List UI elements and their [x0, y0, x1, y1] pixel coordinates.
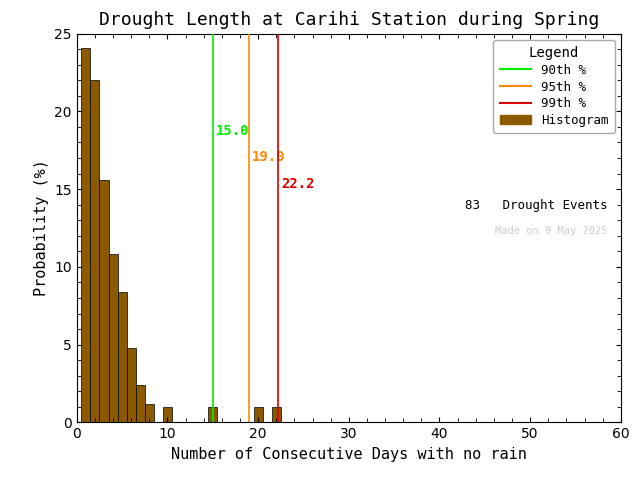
- Bar: [253, 407, 262, 422]
- Bar: [81, 48, 90, 422]
- Text: 22.2: 22.2: [281, 177, 314, 191]
- Legend: 90th %, 95th %, 99th %, Histogram: 90th %, 95th %, 99th %, Histogram: [493, 40, 614, 133]
- Bar: [127, 348, 136, 422]
- Text: 15.0: 15.0: [216, 124, 249, 138]
- Bar: [118, 292, 127, 422]
- Bar: [272, 407, 281, 422]
- Text: 83   Drought Events: 83 Drought Events: [465, 199, 607, 212]
- Text: Made on 9 May 2025: Made on 9 May 2025: [495, 226, 607, 236]
- Bar: [109, 254, 118, 422]
- Bar: [136, 385, 145, 422]
- Bar: [99, 180, 109, 422]
- Bar: [163, 407, 172, 422]
- Bar: [208, 407, 218, 422]
- Bar: [90, 80, 99, 422]
- Text: 19.0: 19.0: [252, 150, 285, 164]
- Bar: [145, 404, 154, 422]
- X-axis label: Number of Consecutive Days with no rain: Number of Consecutive Days with no rain: [171, 447, 527, 462]
- Y-axis label: Probability (%): Probability (%): [34, 159, 49, 297]
- Title: Drought Length at Carihi Station during Spring: Drought Length at Carihi Station during …: [99, 11, 599, 29]
